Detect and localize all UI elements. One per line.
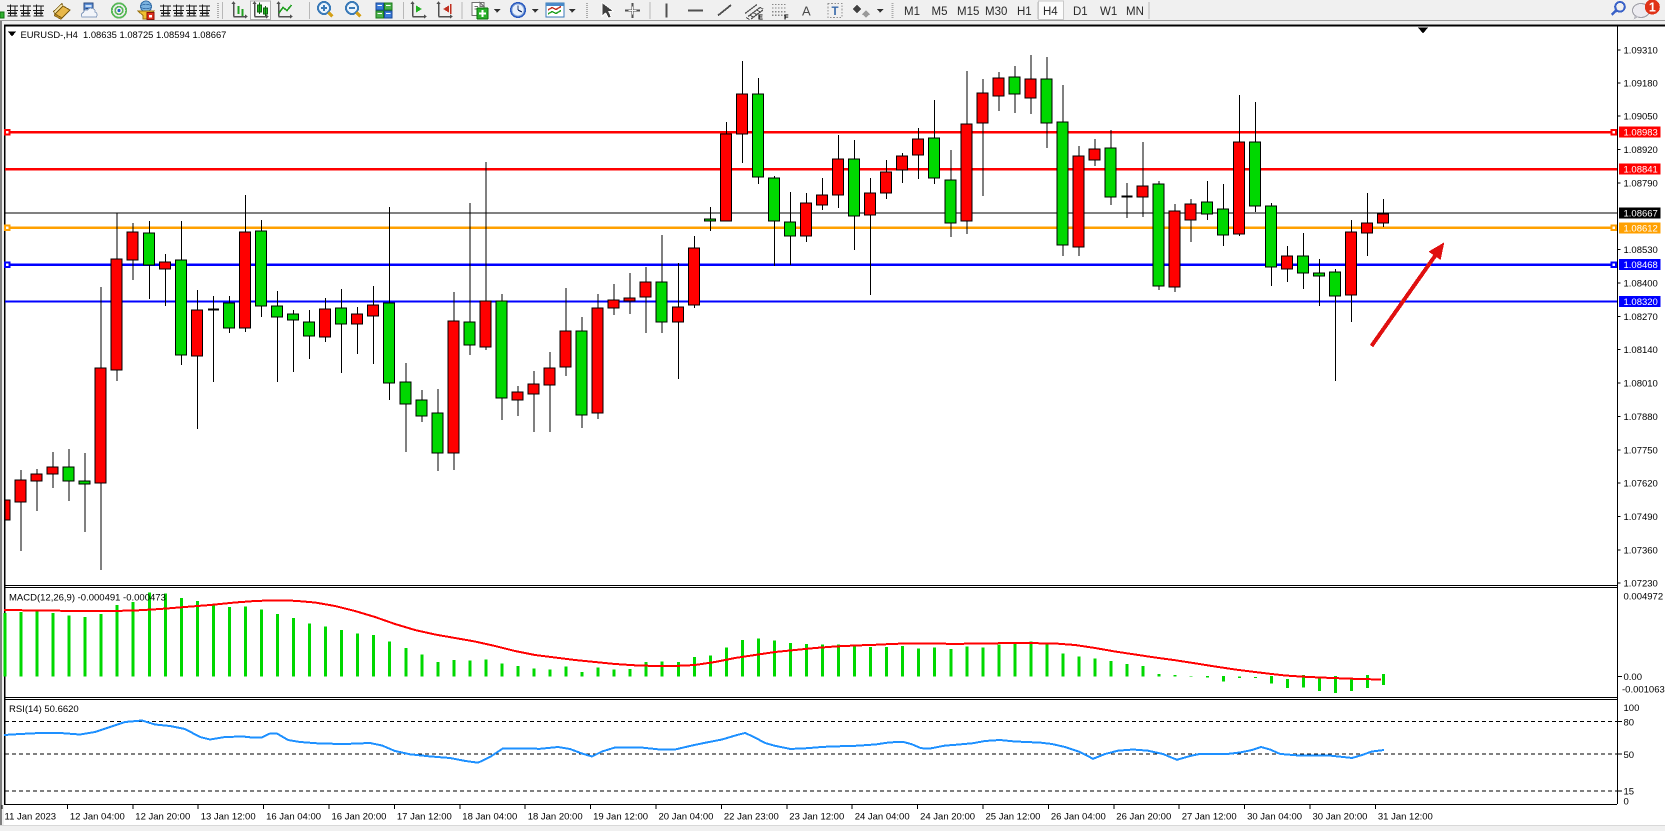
svg-text:16 Jan 04:00: 16 Jan 04:00 [266,812,321,823]
svg-text:18 Jan 04:00: 18 Jan 04:00 [462,812,517,823]
svg-text:1.07750: 1.07750 [1624,445,1658,456]
svg-text:1.08140: 1.08140 [1624,345,1658,356]
svg-text:13 Jan 12:00: 13 Jan 12:00 [201,812,256,823]
svg-text:26 Jan 04:00: 26 Jan 04:00 [1051,812,1106,823]
svg-text:1.08530: 1.08530 [1624,245,1658,256]
svg-text:1.07620: 1.07620 [1624,479,1658,490]
svg-text:RSI(14) 50.6620: RSI(14) 50.6620 [9,704,79,715]
svg-text:27 Jan 12:00: 27 Jan 12:00 [1182,812,1237,823]
svg-text:-0.001063: -0.001063 [1622,685,1665,696]
svg-text:20 Jan 04:00: 20 Jan 04:00 [659,812,714,823]
svg-text:1.07490: 1.07490 [1624,512,1658,523]
svg-text:25 Jan 12:00: 25 Jan 12:00 [986,812,1041,823]
svg-text:1.08400: 1.08400 [1624,279,1658,290]
svg-text:0: 0 [1624,797,1629,808]
svg-text:1.08468: 1.08468 [1624,260,1658,271]
svg-text:1.08841: 1.08841 [1624,165,1658,176]
svg-text:1.07230: 1.07230 [1624,579,1658,590]
svg-text:EURUSD-,H4 1.08635 1.08725 1.: EURUSD-,H4 1.08635 1.08725 1.08594 1.086… [21,29,227,40]
svg-text:1.09050: 1.09050 [1624,112,1658,123]
svg-text:1.07360: 1.07360 [1624,545,1658,556]
svg-text:W1: W1 [1100,6,1117,18]
svg-text:16 Jan 20:00: 16 Jan 20:00 [332,812,387,823]
svg-text:H1: H1 [1017,6,1032,18]
svg-text:A: A [802,4,811,19]
svg-text:M5: M5 [932,6,948,18]
svg-text:31 Jan 12:00: 31 Jan 12:00 [1378,812,1433,823]
svg-text:0.00: 0.00 [1624,672,1643,683]
svg-text:11 Jan 2023: 11 Jan 2023 [5,812,57,823]
svg-text:MACD(12,26,9) -0.000491 -0.000: MACD(12,26,9) -0.000491 -0.000473 [9,593,166,604]
svg-text:1: 1 [1649,1,1656,15]
svg-text:M30: M30 [985,6,1007,18]
svg-text:1.09310: 1.09310 [1624,46,1658,57]
svg-text:18 Jan 20:00: 18 Jan 20:00 [528,812,583,823]
svg-text:E: E [758,13,763,22]
svg-text:1.08667: 1.08667 [1624,209,1658,220]
svg-text:24 Jan 20:00: 24 Jan 20:00 [920,812,975,823]
svg-text:19 Jan 12:00: 19 Jan 12:00 [593,812,648,823]
svg-text:30 Jan 20:00: 30 Jan 20:00 [1313,812,1368,823]
svg-text:F: F [784,13,789,22]
svg-text:26 Jan 20:00: 26 Jan 20:00 [1116,812,1171,823]
svg-text:30 Jan 04:00: 30 Jan 04:00 [1247,812,1302,823]
svg-text:T: T [832,6,839,18]
svg-text:22 Jan 23:00: 22 Jan 23:00 [724,812,779,823]
svg-text:1.08270: 1.08270 [1624,312,1658,323]
svg-text:17 Jan 12:00: 17 Jan 12:00 [397,812,452,823]
svg-text:1.09180: 1.09180 [1624,78,1658,89]
svg-text:1.07880: 1.07880 [1624,412,1658,423]
svg-text:12 Jan 20:00: 12 Jan 20:00 [135,812,190,823]
svg-text:1.08320: 1.08320 [1624,297,1658,308]
svg-text:15: 15 [1624,787,1635,798]
svg-text:1.08983: 1.08983 [1624,128,1658,139]
svg-text:1.08612: 1.08612 [1624,223,1658,234]
svg-text:12 Jan 04:00: 12 Jan 04:00 [70,812,125,823]
svg-text:M1: M1 [904,6,920,18]
svg-text:D1: D1 [1073,6,1088,18]
svg-text:24 Jan 04:00: 24 Jan 04:00 [855,812,910,823]
svg-text:M15: M15 [957,6,979,18]
svg-text:1.08920: 1.08920 [1624,145,1658,156]
svg-text:0.004972: 0.004972 [1624,592,1664,603]
svg-text:80: 80 [1624,718,1635,729]
svg-text:23 Jan 12:00: 23 Jan 12:00 [789,812,844,823]
svg-text:H4: H4 [1043,6,1058,18]
svg-text:MN: MN [1126,6,1144,18]
svg-text:50: 50 [1624,750,1635,761]
svg-text:1.08790: 1.08790 [1624,178,1658,189]
svg-text:100: 100 [1624,703,1640,714]
svg-text:1.08010: 1.08010 [1624,379,1658,390]
